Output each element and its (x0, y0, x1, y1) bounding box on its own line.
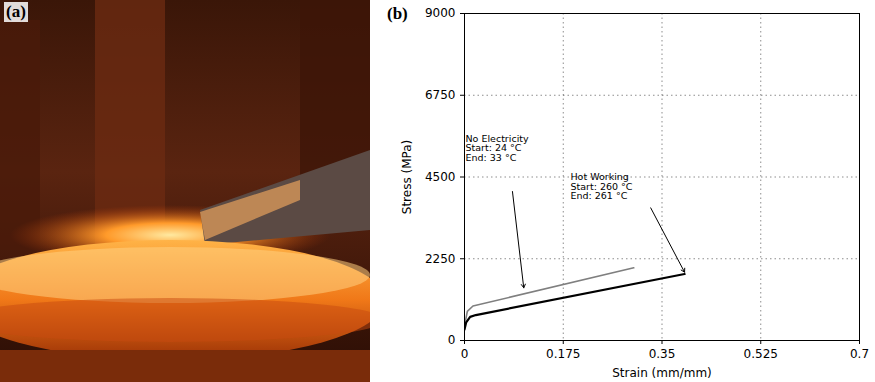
svg-text:0: 0 (461, 347, 469, 361)
html-text:(b): (b) (387, 4, 408, 23)
html-text:(a): (a) (6, 2, 26, 21)
svg-text:4500: 4500 (425, 170, 456, 184)
svg-text:No ElectricityStart: 24 °CEnd:: No ElectricityStart: 24 °CEnd: 33 °C (466, 133, 530, 163)
svg-text:0.175: 0.175 (546, 347, 580, 361)
svg-text:0.35: 0.35 (649, 347, 676, 361)
svg-text:Hot WorkingStart: 260 °CEnd: 2: Hot WorkingStart: 260 °CEnd: 261 °C (570, 171, 632, 201)
svg-text:9000: 9000 (425, 6, 456, 20)
svg-text:0: 0 (448, 333, 456, 347)
svg-text:Stress (MPa): Stress (MPa) (400, 140, 414, 214)
svg-text:Strain (mm/mm): Strain (mm/mm) (612, 366, 712, 380)
svg-text:0.7: 0.7 (850, 347, 869, 361)
svg-text:6750: 6750 (425, 88, 456, 102)
svg-text:0.525: 0.525 (744, 347, 778, 361)
svg-text:2250: 2250 (425, 252, 456, 266)
